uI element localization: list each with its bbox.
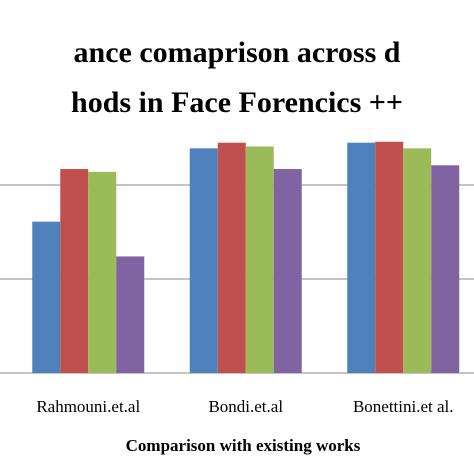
x-tick-label: Bonettini.et al. — [353, 397, 454, 416]
x-tick-label: Bondi.et.al — [208, 397, 283, 416]
bar — [431, 165, 460, 373]
x-axis-title: Comparison with existing works — [126, 436, 361, 455]
bar — [60, 169, 89, 373]
bar — [375, 141, 404, 373]
bar — [32, 221, 61, 373]
bar — [273, 169, 302, 373]
bar — [347, 142, 376, 373]
bar — [217, 142, 246, 373]
chart-title: ance comaprison across d — [74, 36, 401, 69]
bar — [245, 146, 274, 373]
bar — [116, 256, 145, 373]
bar — [189, 148, 218, 373]
x-tick-label: Rahmouni.et.al — [36, 397, 140, 416]
chart-title: hods in Face Forencics ++ — [71, 86, 403, 119]
bar — [88, 171, 117, 373]
bar — [403, 148, 432, 373]
